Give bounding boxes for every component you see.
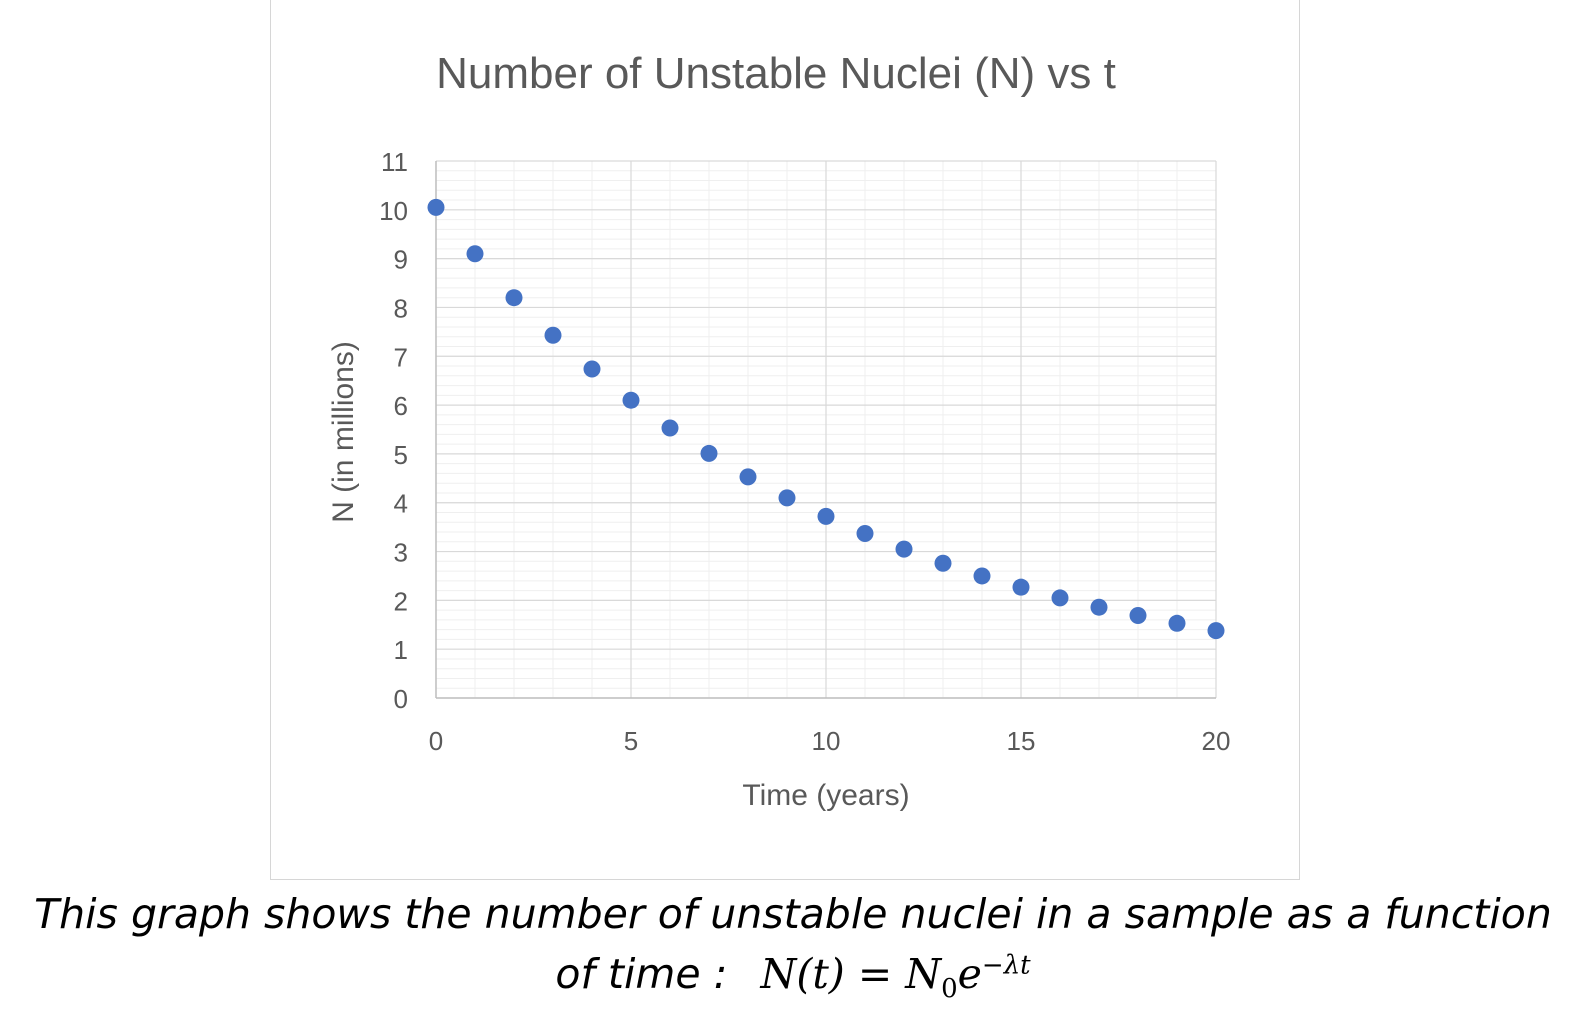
- formula-base: e: [957, 950, 982, 998]
- x-tick-label: 15: [1007, 726, 1036, 756]
- decay-formula: N(t) = N0e−λt: [760, 950, 1031, 1004]
- formula-subscript: 0: [941, 974, 958, 1005]
- grid-lines: [435, 160, 1217, 699]
- caption-line-2: of time : N(t) = N0e−λt: [0, 950, 1586, 1004]
- y-tick-label: 0: [394, 684, 408, 714]
- data-point: [973, 567, 991, 585]
- scatter-chart: Number of Unstable Nuclei (N) vs t 0 5 10 1…: [327, 49, 1231, 812]
- y-tick-label: 5: [394, 440, 408, 470]
- y-tick-label: 7: [394, 342, 408, 372]
- data-point: [1129, 606, 1147, 624]
- data-point: [739, 468, 757, 486]
- y-tick-label: 6: [394, 391, 408, 421]
- data-point: [622, 391, 640, 409]
- caption-line-1: This graph shows the number of unstable …: [34, 890, 1552, 938]
- x-tick-label: 5: [624, 726, 638, 756]
- data-point: [661, 419, 679, 437]
- x-axis-label: Time (years): [742, 779, 909, 812]
- data-point: [1207, 622, 1225, 640]
- data-point: [505, 289, 523, 307]
- chart-title: Number of Unstable Nuclei (N) vs t: [436, 49, 1116, 98]
- formula-lhs: N(t) = N: [760, 950, 942, 998]
- y-axis-label: N (in millions): [327, 341, 360, 523]
- y-tick-label: 11: [381, 147, 408, 177]
- data-point: [583, 360, 601, 378]
- y-tick-label: 8: [394, 293, 408, 323]
- y-tick-label: 9: [394, 245, 408, 275]
- y-tick-label: 2: [394, 586, 408, 616]
- y-tick-label: 1: [394, 635, 408, 665]
- data-point: [427, 198, 445, 216]
- data-point: [856, 524, 874, 542]
- data-point: [466, 245, 484, 263]
- data-point: [700, 444, 718, 462]
- data-point: [817, 507, 835, 525]
- data-point: [934, 554, 952, 572]
- x-tick-label: 10: [812, 726, 841, 756]
- data-points: [427, 198, 1225, 640]
- x-tick-labels: 0 5 10 15 20: [429, 726, 1231, 756]
- caption-prefix: of time :: [555, 950, 728, 998]
- formula-exponent: −λt: [981, 950, 1031, 981]
- x-tick-label: 0: [429, 726, 443, 756]
- data-point: [1168, 614, 1186, 632]
- axes: [435, 161, 1216, 699]
- data-point: [895, 540, 913, 558]
- x-tick-label: 20: [1202, 726, 1231, 756]
- data-point: [544, 326, 562, 344]
- y-tick-label: 10: [379, 196, 408, 226]
- y-tick-label: 3: [394, 538, 408, 568]
- data-point: [778, 489, 796, 507]
- y-tick-label: 4: [394, 489, 408, 519]
- data-point: [1051, 589, 1069, 607]
- y-tick-labels: 0 1 2 3 4 5 6 7 8 9 10 11: [379, 147, 408, 714]
- data-point: [1012, 578, 1030, 596]
- data-point: [1090, 598, 1108, 616]
- chart-frame: Number of Unstable Nuclei (N) vs t 0 5 10 1…: [270, 0, 1300, 880]
